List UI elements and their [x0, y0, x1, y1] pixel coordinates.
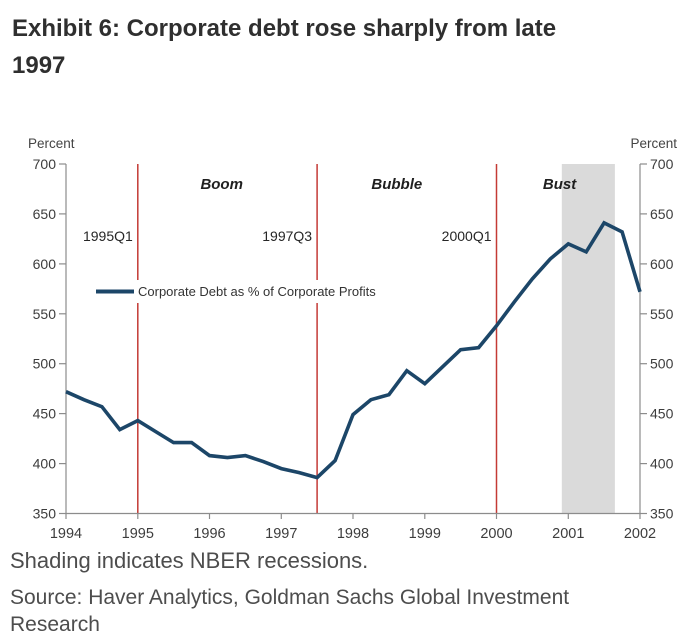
y-tick-label-right: 600	[650, 256, 674, 272]
y-tick-label-left: 450	[33, 406, 57, 422]
recession-band-group	[561, 164, 615, 514]
y-tick-label-right: 550	[650, 306, 674, 322]
data-line-group	[65, 220, 642, 480]
event-vline-label: 2000Q1	[442, 228, 492, 244]
x-tick-label: 2000	[480, 526, 512, 542]
x-tick-label: 1998	[337, 526, 369, 542]
y-axis-unit-right: Percent	[630, 136, 677, 151]
x-tick-label: 1996	[193, 526, 225, 542]
legend-background	[88, 280, 375, 303]
y-tick-label-left: 500	[33, 356, 57, 372]
y-tick-label-right: 400	[650, 456, 674, 472]
y-tick-label-right: 350	[650, 506, 674, 522]
y-tick-label-right: 500	[650, 356, 674, 372]
phase-label: Boom	[200, 176, 243, 193]
y-axis-unit-left: Percent	[28, 136, 75, 151]
y-tick-label-left: 600	[33, 256, 57, 272]
event-vline-label: 1997Q3	[262, 228, 312, 244]
x-tick-label: 2001	[552, 526, 584, 542]
annotations-group: 1995Q1 1997Q3 2000Q1 Boom Bubble Bust	[83, 176, 577, 244]
y-tick-label-right: 650	[650, 206, 674, 222]
legend-label: Corporate Debt as % of Corporate Profits	[138, 284, 376, 299]
x-tick-label: 1999	[409, 526, 441, 542]
event-vline-label: 1995Q1	[83, 228, 133, 244]
y-tick-label-left: 650	[33, 206, 57, 222]
x-tick-label: 1994	[50, 526, 82, 542]
y-tick-label-left: 400	[33, 456, 57, 472]
phase-label: Bust	[543, 176, 577, 193]
x-tick-label: 1997	[265, 526, 297, 542]
exhibit-title: Exhibit 6: Corporate debt rose sharply f…	[12, 15, 557, 79]
phase-label: Bubble	[371, 176, 422, 193]
legend: Corporate Debt as % of Corporate Profits	[88, 280, 376, 303]
axes-group: 700 700 650 650 600 600 550 550 500 500 450 450 400 4…	[33, 156, 674, 542]
y-tick-label-left: 700	[33, 156, 57, 172]
corporate-debt-line	[65, 220, 642, 480]
x-tick-label: 1995	[122, 526, 154, 542]
recession-band	[561, 164, 615, 514]
y-tick-label-left: 550	[33, 306, 57, 322]
x-tick-label: 2002	[624, 526, 656, 542]
event-vlines-group	[137, 164, 498, 514]
y-tick-label-right: 700	[650, 156, 674, 172]
source-line: Source: Haver Analytics, Goldman Sachs G…	[10, 586, 570, 636]
y-tick-label-left: 350	[33, 506, 57, 522]
y-tick-label-right: 450	[650, 406, 674, 422]
shading-footnote: Shading indicates NBER recessions.	[10, 548, 369, 573]
